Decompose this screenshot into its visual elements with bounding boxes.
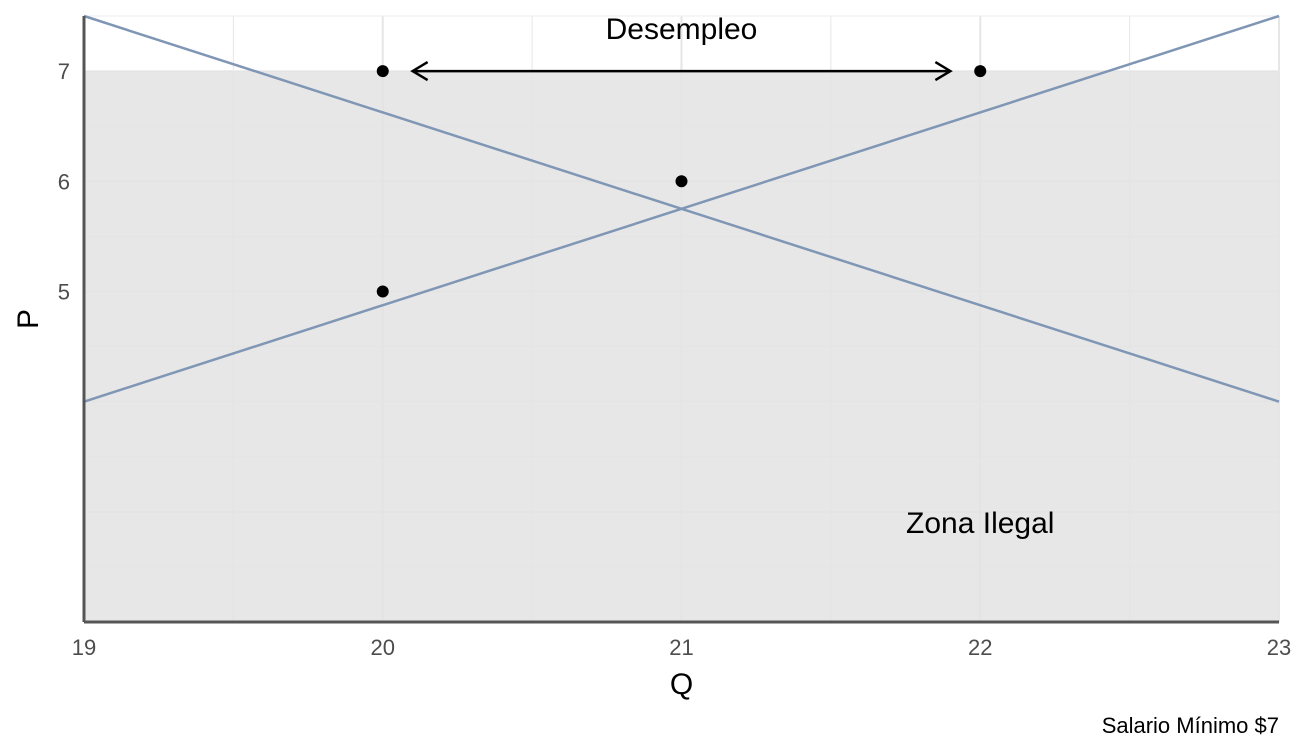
x-axis-title: Q (670, 668, 693, 701)
data-point (376, 285, 389, 298)
labels: Q P Zona Ilegal Desempleo Salario Mínimo… (12, 13, 1279, 738)
axes: 19 20 21 22 23 5 6 7 (58, 16, 1291, 660)
arrow-head-left (410, 61, 429, 82)
x-tick-label: 20 (371, 635, 395, 660)
arrow-head-right (934, 61, 953, 82)
data-points (376, 65, 987, 298)
x-tick-label: 21 (669, 635, 693, 660)
series-lines (83, 14, 1280, 403)
illegal-zone-label: Zona Ilegal (906, 507, 1054, 540)
y-tick-label: 5 (58, 279, 70, 304)
x-tick-label: 19 (72, 635, 96, 660)
y-tick-label: 6 (58, 169, 70, 194)
y-axis-title: P (12, 309, 45, 329)
y-tick-label: 7 (58, 59, 70, 84)
illegal-zone-shade (84, 71, 1279, 622)
x-tick-label: 23 (1267, 635, 1291, 660)
data-point (675, 175, 688, 188)
supply-line (83, 14, 1280, 403)
chart-caption: Salario Mínimo $7 (1102, 713, 1279, 738)
x-tick-label: 22 (968, 635, 992, 660)
data-point (974, 65, 987, 78)
annotations (410, 61, 953, 82)
unemployment-label: Desempleo (606, 13, 758, 46)
data-point (376, 65, 389, 78)
